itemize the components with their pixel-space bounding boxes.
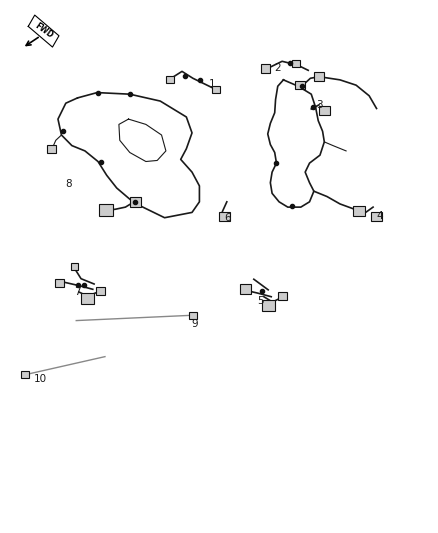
FancyBboxPatch shape	[55, 279, 64, 287]
FancyBboxPatch shape	[71, 263, 78, 270]
FancyBboxPatch shape	[261, 64, 270, 73]
FancyBboxPatch shape	[278, 292, 287, 301]
FancyBboxPatch shape	[261, 301, 275, 311]
Text: 5: 5	[257, 296, 264, 306]
FancyBboxPatch shape	[353, 206, 365, 216]
FancyBboxPatch shape	[81, 293, 94, 304]
Text: 2: 2	[275, 63, 281, 72]
FancyBboxPatch shape	[47, 145, 56, 153]
Text: 9: 9	[192, 319, 198, 329]
FancyBboxPatch shape	[130, 197, 141, 207]
FancyBboxPatch shape	[319, 106, 329, 115]
Text: 7: 7	[74, 287, 81, 297]
FancyBboxPatch shape	[21, 371, 29, 378]
Text: 3: 3	[316, 100, 322, 110]
FancyBboxPatch shape	[292, 60, 300, 67]
Text: FWD: FWD	[33, 22, 54, 41]
FancyBboxPatch shape	[219, 212, 230, 221]
FancyBboxPatch shape	[166, 76, 174, 83]
FancyBboxPatch shape	[295, 81, 305, 90]
Text: 10: 10	[34, 374, 47, 384]
FancyBboxPatch shape	[99, 205, 113, 216]
Text: 1: 1	[209, 78, 216, 88]
Text: 6: 6	[224, 213, 231, 223]
FancyBboxPatch shape	[371, 212, 382, 221]
FancyBboxPatch shape	[96, 287, 106, 295]
FancyBboxPatch shape	[314, 72, 324, 81]
Text: 4: 4	[377, 211, 383, 221]
FancyBboxPatch shape	[240, 284, 251, 294]
Text: 8: 8	[66, 179, 72, 189]
FancyBboxPatch shape	[212, 86, 220, 93]
FancyBboxPatch shape	[189, 312, 197, 319]
